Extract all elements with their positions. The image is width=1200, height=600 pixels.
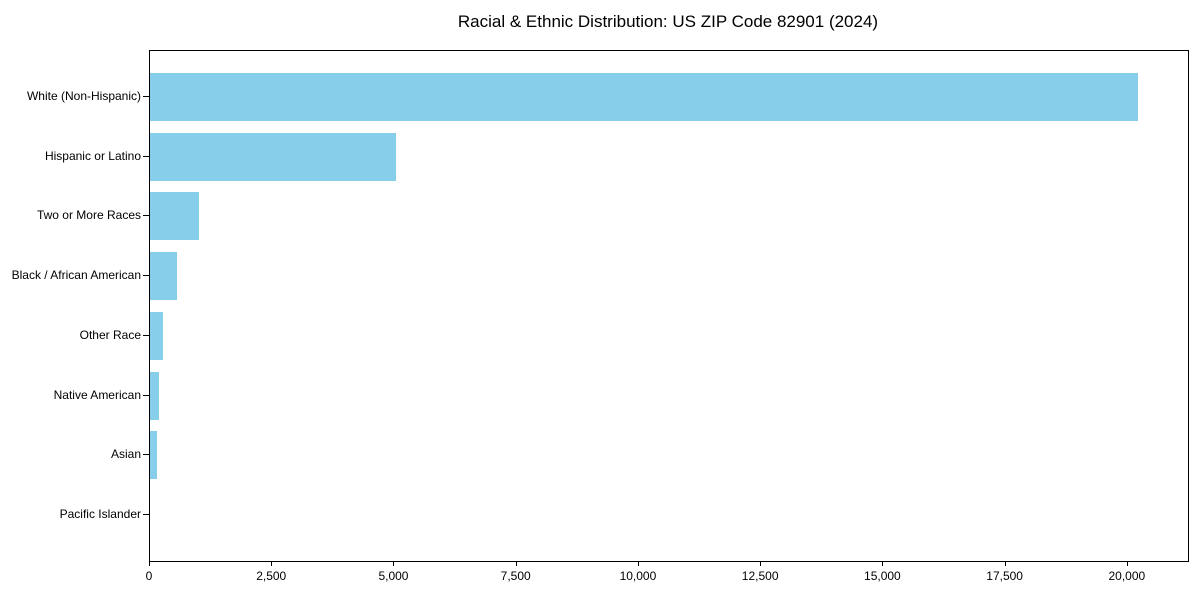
x-tick-label: 10,000 [619,569,657,583]
x-tick-mark [882,561,884,566]
x-tick-mark [393,561,395,566]
chart-title: Racial & Ethnic Distribution: US ZIP Cod… [457,12,879,31]
x-tick-label: 17,500 [986,569,1023,583]
y-tick-mark [143,155,149,157]
y-tick-mark [143,514,149,516]
x-tick-label: 2,500 [256,569,287,583]
y-label-asian: Asian [110,447,141,462]
x-tick-mark [1004,561,1006,566]
y-label-hispanic-or-latino: Hispanic or Latino [44,148,141,163]
bar-asian [150,431,158,480]
y-tick-mark [143,334,149,336]
y-label-black-african-american: Black / African American [11,268,141,283]
x-tick-mark [760,561,762,566]
plot-area [149,50,1189,562]
bar-two-or-more-races [150,192,200,241]
x-tick-label: 12,500 [741,569,779,583]
y-label-other-race: Other Race [79,327,141,342]
y-tick-mark [143,454,149,456]
y-tick-mark [143,275,149,277]
x-tick-mark [515,561,517,566]
bar-hispanic-or-latino [150,132,396,181]
x-tick-mark [271,561,273,566]
y-tick-mark [143,394,149,396]
x-tick-mark [637,561,639,566]
x-tick-label: 15,000 [864,569,901,583]
y-label-white-non-hispanic: White (Non-Hispanic) [26,88,141,103]
x-tick-mark [1126,561,1128,566]
y-label-native-american: Native American [53,387,141,402]
x-tick-label: 7,500 [500,569,531,583]
bar-white-non-hispanic [150,72,1138,121]
y-label-pacific-islander: Pacific Islander [59,507,141,522]
bar-other-race [150,311,163,360]
x-tick-label: 5,000 [378,569,409,583]
bar-native-american [150,371,159,420]
x-tick-label: 20,000 [1108,569,1146,583]
y-label-two-or-more-races: Two or More Races [36,208,141,223]
y-tick-mark [143,215,149,217]
x-tick-label: 0 [145,569,153,583]
bar-black-african-american [150,252,177,301]
y-tick-mark [143,95,149,97]
x-tick-mark [149,561,150,566]
